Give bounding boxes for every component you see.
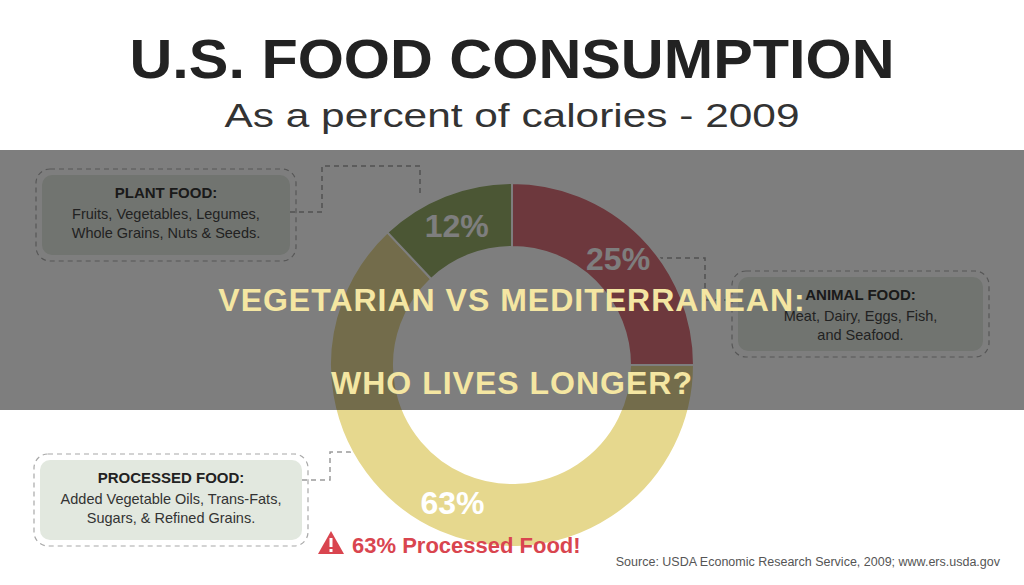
source: Source: USDA Economic Research Service, …: [616, 555, 1001, 569]
callout: 63% Processed Food!: [352, 533, 581, 558]
warning: 63% Processed Food!: [318, 531, 581, 558]
category-box: PROCESSED FOOD: Added Vegetable Oils, Tra…: [34, 454, 308, 546]
category-description: Sugars, & Refined Grains.: [87, 510, 255, 526]
subtitle: As a percent of calories - 2009: [225, 96, 800, 134]
data-label: 63%: [420, 485, 484, 521]
category-label: PROCESSED FOOD:: [98, 469, 245, 486]
banner-text: WHO LIVES LONGER?: [331, 365, 693, 401]
box-frame: [34, 454, 308, 546]
warning-icon: [318, 531, 344, 554]
background: [0, 0, 1024, 585]
warning-icon: [330, 538, 333, 547]
banner-overlay: [0, 150, 1024, 410]
chart: U.S. FOOD CONSUMPTION As a percent of cal…: [0, 0, 1024, 585]
connector: [302, 452, 360, 480]
warning-icon: [330, 549, 333, 552]
title: U.S. FOOD CONSUMPTION: [130, 27, 895, 90]
banner-text: VEGETARIAN VS MEDITERRANEAN:: [218, 282, 805, 318]
box: [40, 460, 302, 540]
category-description: Added Vegetable Oils, Trans-Fats,: [61, 491, 282, 507]
